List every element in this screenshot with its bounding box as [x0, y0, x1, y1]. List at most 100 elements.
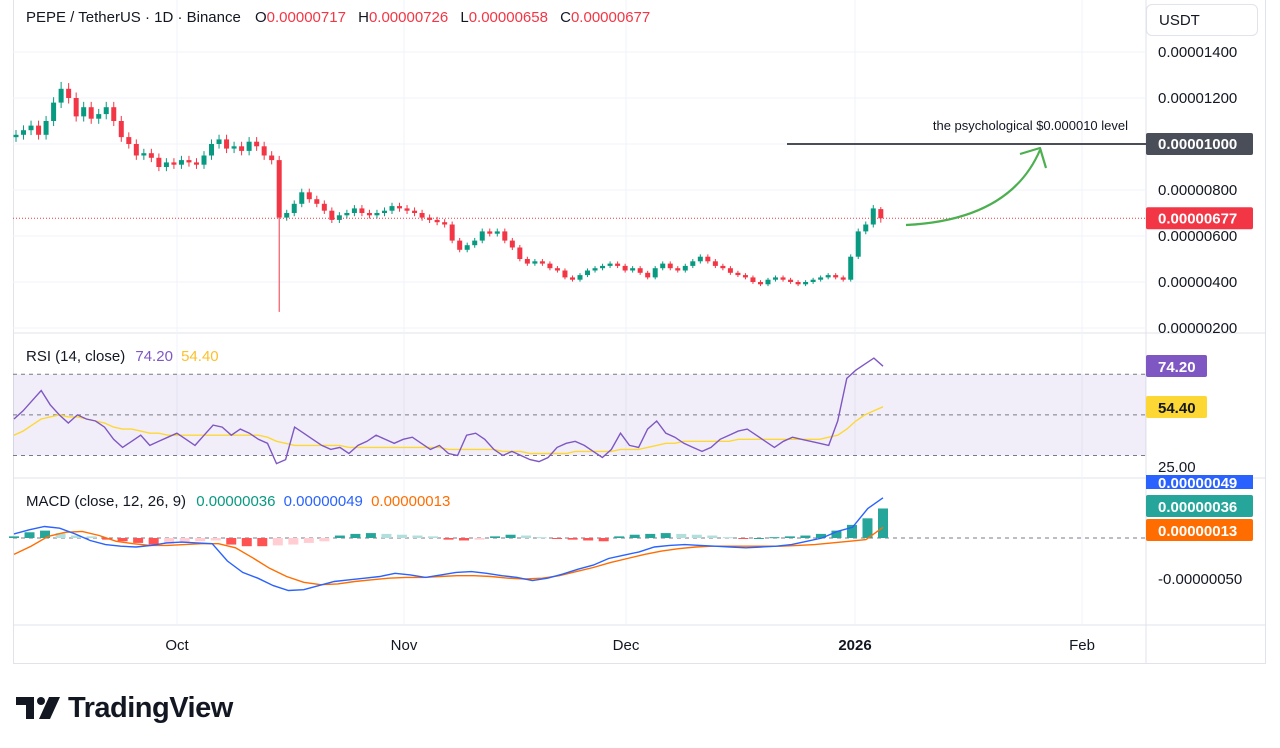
candle-down	[637, 266, 643, 275]
candle-up	[141, 148, 147, 160]
macd-histogram-bar	[629, 534, 640, 538]
candle-body	[239, 146, 245, 151]
candle-body	[720, 265, 726, 269]
currency-button[interactable]: USDT	[1146, 4, 1258, 36]
candle-down	[833, 273, 839, 280]
candle-down	[735, 270, 741, 278]
candle-up	[810, 277, 816, 284]
time-axis-label: 2026	[838, 637, 871, 654]
macd-histogram-bar	[179, 538, 190, 543]
candle-up	[464, 242, 470, 253]
candle-up	[600, 263, 606, 271]
candle-body	[171, 162, 177, 165]
candle-up	[178, 155, 184, 169]
rsi-ma-legend-value: 54.40	[181, 348, 219, 365]
candle-body	[682, 265, 688, 271]
candle-down	[727, 266, 733, 275]
macd-histogram-bar	[521, 535, 532, 538]
candle-body	[547, 263, 553, 269]
macd-histogram-bar	[490, 536, 501, 538]
candle-body	[705, 256, 711, 262]
macd-hist-tag-bg	[1146, 495, 1253, 517]
chart-canvas[interactable]: 0.00000677 0.00001000 the psychological $0…	[0, 0, 1280, 670]
tradingview-logo[interactable]: TradingView	[16, 688, 233, 728]
candle-down	[457, 237, 463, 253]
candle-down	[509, 237, 515, 251]
macd-neg-tick: -0.00000050	[1158, 571, 1242, 588]
candle-body	[284, 213, 290, 218]
candle-body	[269, 155, 275, 161]
macd-histogram-bar	[334, 535, 345, 538]
candle-up	[374, 209, 380, 219]
candle-body	[803, 282, 809, 285]
candle-body	[569, 277, 575, 280]
candle-up	[81, 101, 87, 122]
macd-tag-bg	[1146, 475, 1253, 489]
macd-histogram-bar	[117, 538, 128, 542]
candle-down	[66, 83, 72, 104]
candle-up	[103, 101, 109, 120]
candle-down	[427, 214, 433, 223]
macd-histogram-bar	[365, 533, 376, 538]
candle-down	[269, 151, 275, 165]
candle-body	[615, 263, 621, 266]
candle-down	[111, 101, 117, 127]
tradingview-wordmark: TradingView	[68, 691, 233, 724]
candle-body	[848, 256, 854, 280]
candle-down	[742, 273, 748, 280]
candle-up	[863, 221, 869, 235]
candle-up	[818, 275, 824, 282]
rsi-line	[13, 357, 884, 465]
macd-histogram-bar	[474, 538, 485, 540]
candle-up	[344, 209, 350, 219]
macd-histogram-bar	[536, 537, 547, 539]
candle-down	[705, 254, 711, 264]
candle-down	[878, 207, 884, 223]
candles	[13, 81, 884, 312]
price-tick-label: 0.00000800	[1158, 182, 1237, 199]
macd-histogram-bar	[862, 518, 873, 538]
candle-up	[585, 268, 591, 278]
candle-down	[712, 259, 718, 269]
rsi-legend: RSI (14, close) 74.20 54.40	[26, 348, 219, 365]
candle-body	[773, 277, 779, 280]
candle-up	[690, 259, 696, 269]
macd-histogram-bar	[614, 536, 625, 538]
candle-up	[58, 81, 64, 109]
candle-body	[231, 146, 237, 149]
macd-hist-tag: 0.00000036	[1158, 499, 1237, 516]
macd-histogram-bar	[9, 536, 19, 538]
candle-up	[532, 259, 538, 266]
macd-lines	[9, 497, 1146, 592]
candle-up	[870, 205, 876, 228]
candle-body	[389, 206, 395, 211]
candle-up	[299, 188, 305, 208]
rsi-tag: 74.20	[1158, 359, 1196, 376]
candle-body	[13, 134, 19, 138]
macd-histogram-bar	[319, 538, 330, 542]
candle-body	[359, 208, 365, 213]
macd-histogram-bar	[443, 538, 454, 540]
candle-up	[607, 261, 613, 269]
candle-up	[855, 228, 861, 260]
candle-down	[314, 195, 320, 208]
macd-histogram-bar	[381, 533, 392, 538]
low-value: 0.00000658	[468, 9, 548, 26]
macd-signal-line	[13, 526, 884, 586]
rsi-low-band-label: 25.00	[1158, 459, 1196, 476]
last-price-tag-bg	[1146, 207, 1253, 230]
candle-down	[359, 205, 365, 217]
candle-body	[397, 206, 403, 209]
macd-histogram-bar	[738, 538, 749, 539]
candle-down	[118, 115, 124, 142]
candle-body	[66, 88, 72, 98]
candle-up	[765, 277, 771, 287]
macd-histogram-bar	[55, 533, 66, 538]
candle-up	[21, 125, 27, 140]
candle-down	[88, 101, 94, 124]
candle-up	[697, 254, 703, 264]
candle-body	[652, 268, 658, 278]
candle-up	[246, 137, 252, 156]
close-label: C	[560, 9, 571, 26]
candle-down	[675, 266, 681, 273]
